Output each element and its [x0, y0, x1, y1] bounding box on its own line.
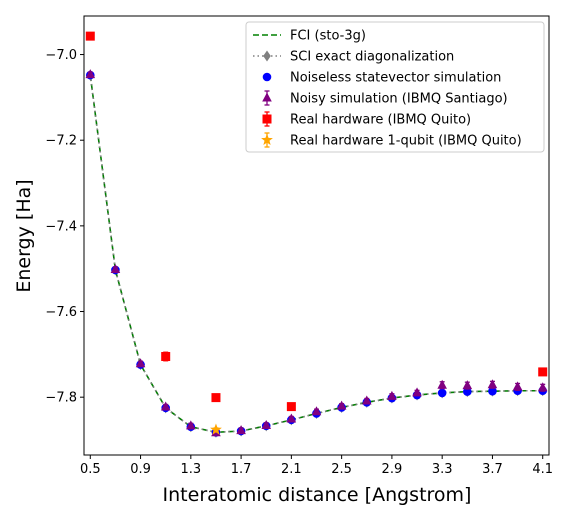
- data-point-noisy-simulation-ibmq-santiago: [110, 264, 121, 274]
- x-tick-label: 3.3: [432, 462, 453, 477]
- data-point-noisy-simulation-ibmq-santiago: [186, 420, 196, 430]
- legend-label: FCI (sto-3g): [290, 29, 366, 44]
- data-point-real-hardware-ibmq-quito: [211, 393, 221, 403]
- data-point-noisy-simulation-ibmq-santiago: [537, 382, 548, 392]
- legend-label: Real hardware 1-qubit (IBMQ Quito): [290, 134, 522, 149]
- data-point-noisy-simulation-ibmq-santiago: [286, 413, 297, 423]
- legend-marker: [262, 92, 272, 102]
- data-point-real-hardware-ibmq-quito: [85, 31, 95, 41]
- plot-frame: [83, 15, 550, 456]
- data-point-noisy-simulation-ibmq-santiago: [412, 387, 422, 397]
- x-axis-title: Interatomic distance [Angstrom]: [163, 484, 472, 506]
- legend: FCI (sto-3g) SCI exact diagonalization Noi…: [245, 21, 545, 153]
- data-point-noiseless-statevector-simulation: [437, 388, 447, 398]
- data-point-noisy-simulation-ibmq-santiago: [135, 358, 146, 368]
- y-tick-label: −7.4: [45, 219, 77, 234]
- data-point-real-hardware-1-qubit-ibmq-quito: [210, 423, 222, 435]
- legend-marker: [261, 133, 273, 146]
- legend-marker: [263, 50, 271, 62]
- data-point-real-hardware-ibmq-quito: [286, 402, 296, 412]
- legend-label: SCI exact diagonalization: [290, 50, 454, 65]
- x-tick-label: 3.7: [482, 462, 503, 477]
- y-tick-label: −7.8: [45, 391, 77, 406]
- x-tick-label: 2.9: [382, 462, 403, 477]
- y-tick-label: −7.2: [45, 134, 77, 149]
- legend-marker: [262, 114, 272, 124]
- y-tick-label: −7.0: [45, 48, 77, 63]
- legend-marker: [262, 72, 272, 82]
- data-point-real-hardware-ibmq-quito: [538, 367, 548, 377]
- legend-label: Noisy simulation (IBMQ Santiago): [290, 92, 508, 107]
- data-point-real-hardware-ibmq-quito: [161, 351, 171, 361]
- x-tick-label: 2.5: [331, 462, 352, 477]
- x-tick-label: 2.1: [281, 462, 302, 477]
- axes: 0.5 0.9 1.3 1.7 2.1 2.5 2.9 3.3 3.7 4.1 −7.0 −7.2 −7…: [45, 15, 553, 477]
- data-point-noisy-simulation-ibmq-santiago: [462, 380, 473, 390]
- plot-area: [85, 31, 548, 438]
- data-point-noisy-simulation-ibmq-santiago: [160, 401, 171, 411]
- data-point-noiseless-statevector-simulation: [488, 386, 497, 396]
- data-point-noisy-simulation-ibmq-santiago: [437, 379, 447, 389]
- x-tick-label: 0.9: [130, 462, 151, 477]
- data-point-noisy-simulation-ibmq-santiago: [487, 379, 498, 389]
- legend-label: Noiseless statevector simulation: [290, 71, 501, 86]
- y-tick-label: −7.6: [45, 305, 77, 320]
- x-tick-label: 0.5: [80, 462, 101, 477]
- data-point-noisy-simulation-ibmq-santiago: [387, 390, 397, 400]
- y-axis-title: Energy [Ha]: [13, 179, 35, 292]
- data-point-noisy-simulation-ibmq-santiago: [261, 419, 272, 429]
- data-point-noisy-simulation-ibmq-santiago: [85, 69, 96, 79]
- data-point-noisy-simulation-ibmq-santiago: [361, 395, 372, 405]
- x-tick-label: 1.7: [231, 462, 252, 477]
- x-tick-label: 4.1: [532, 462, 553, 477]
- legend-label: Real hardware (IBMQ Quito): [290, 113, 471, 128]
- x-tick-label: 1.3: [180, 462, 201, 477]
- data-point-noisy-simulation-ibmq-santiago: [311, 406, 322, 416]
- data-point-noisy-simulation-ibmq-santiago: [236, 425, 246, 435]
- legend-box: [245, 21, 545, 153]
- data-point-noisy-simulation-ibmq-santiago: [336, 400, 347, 410]
- data-point-noisy-simulation-ibmq-santiago: [512, 381, 523, 391]
